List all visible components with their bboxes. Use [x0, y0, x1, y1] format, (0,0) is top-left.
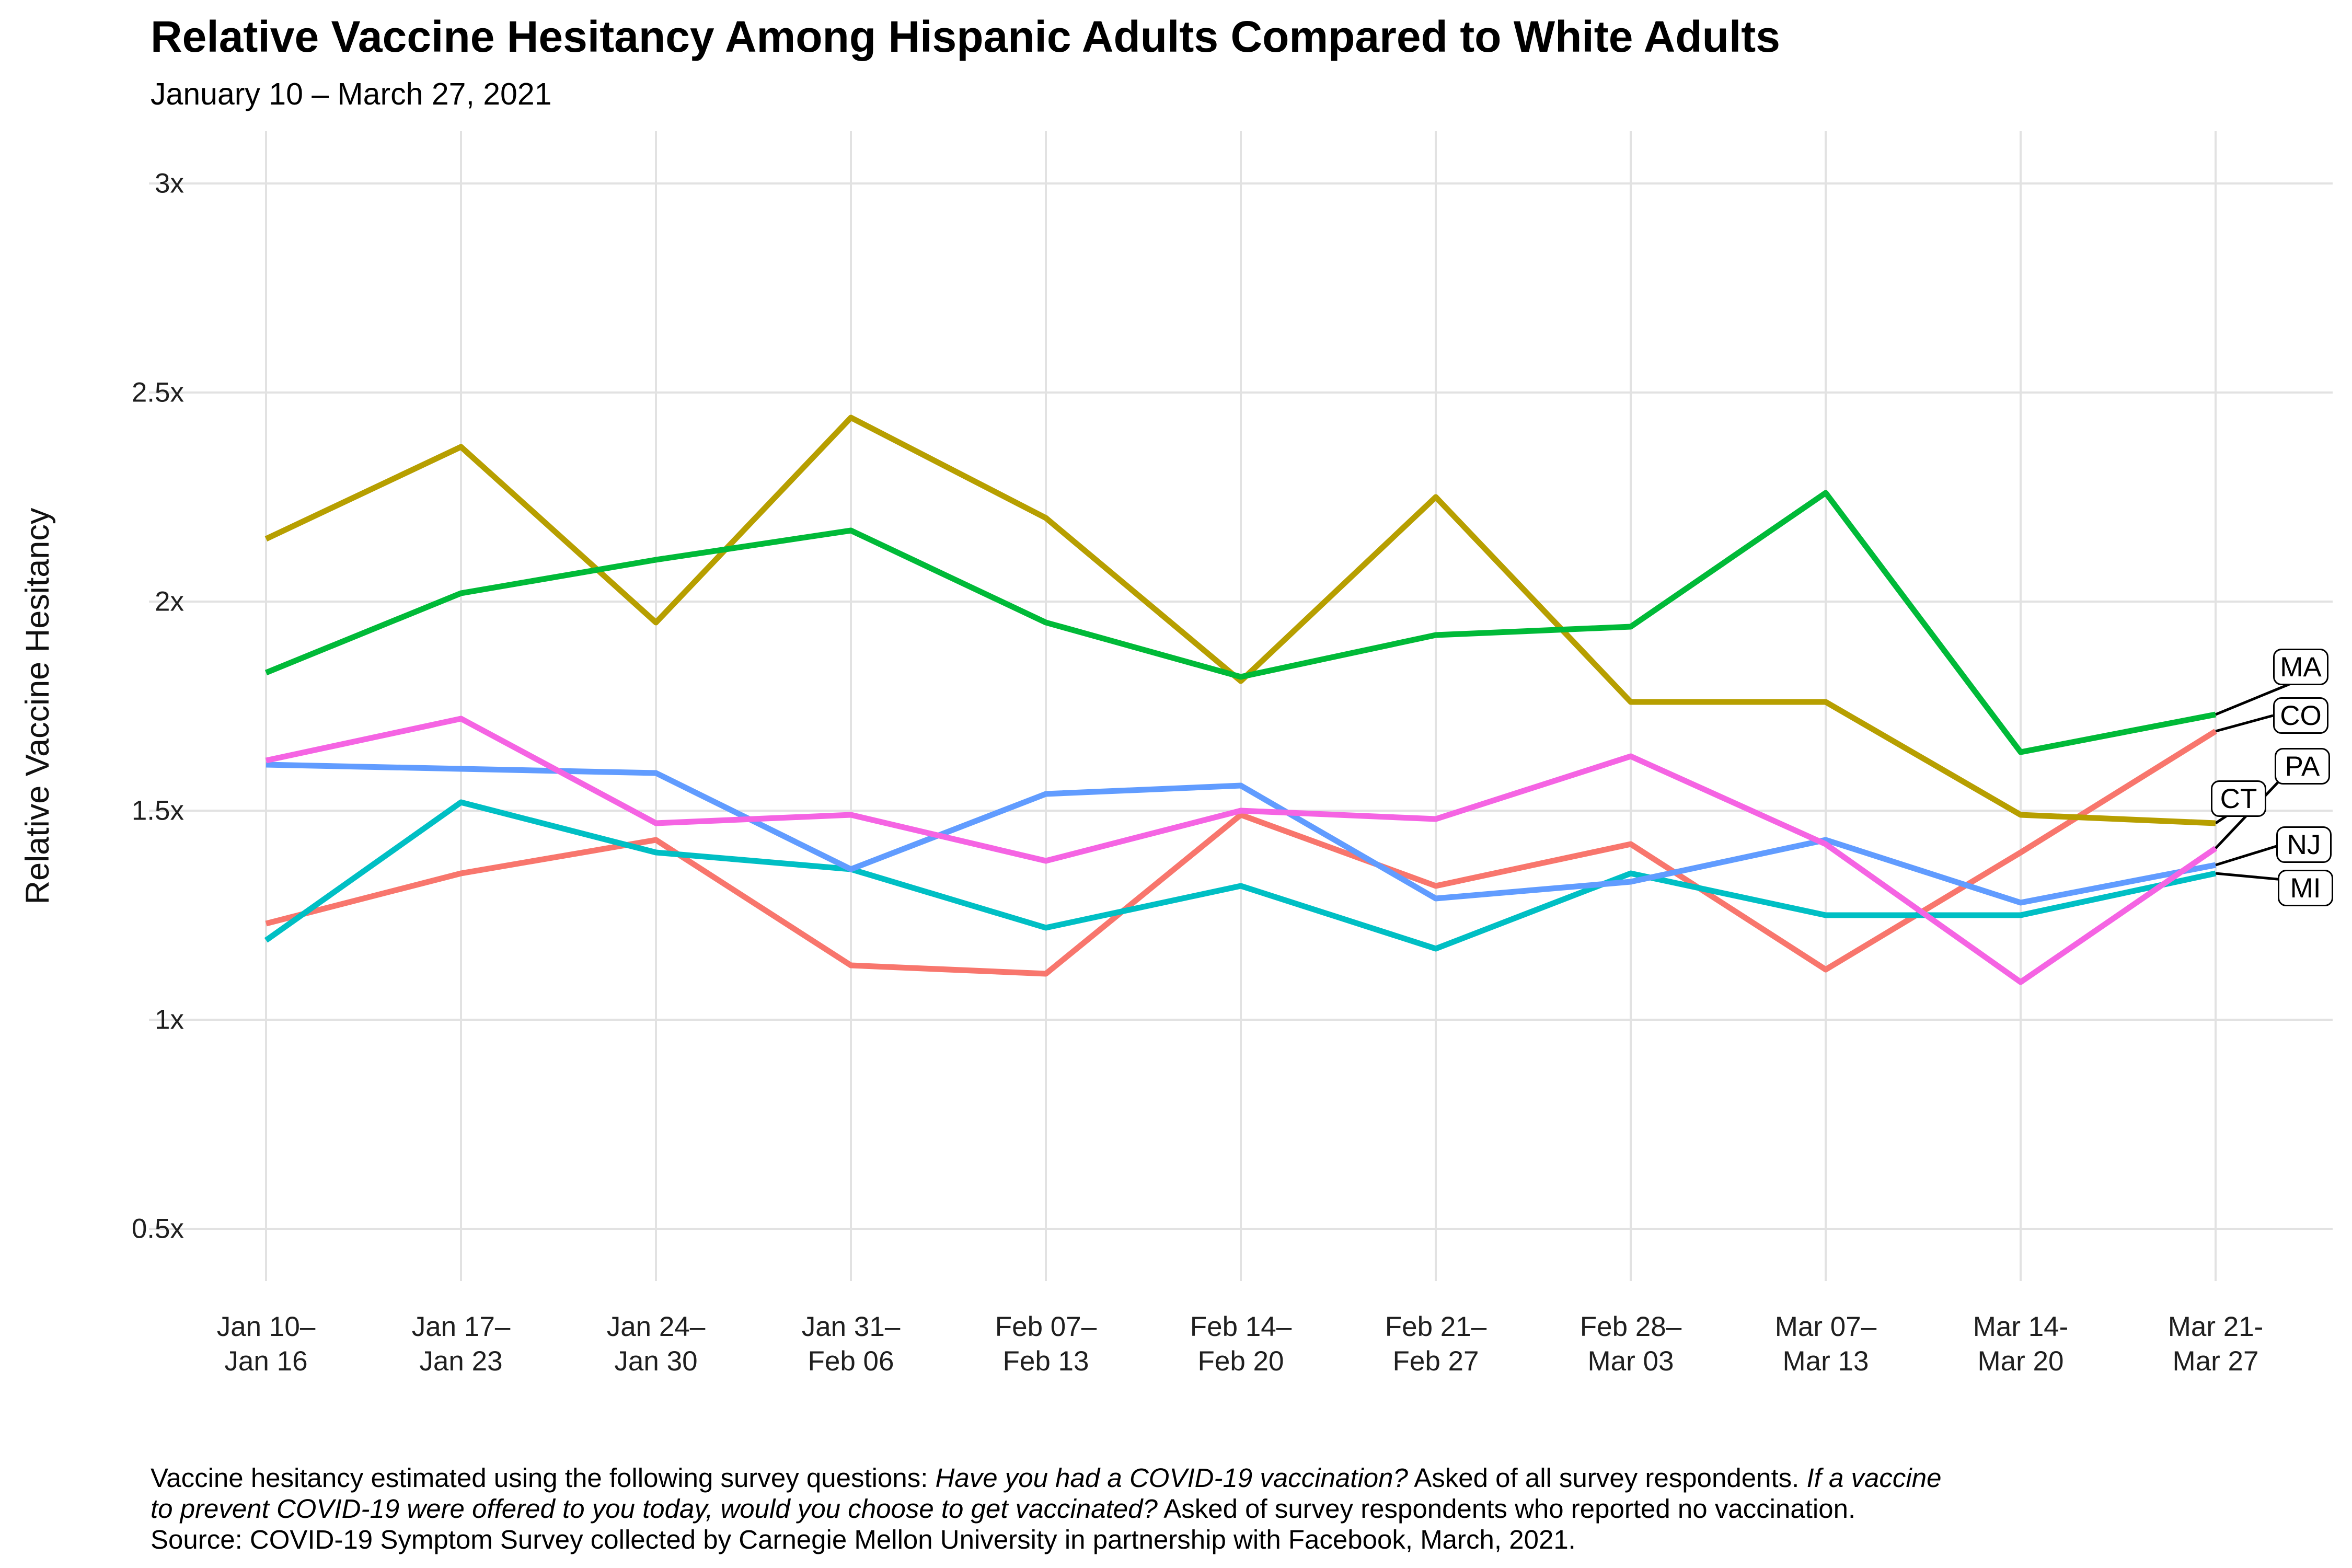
- series-label-CO: CO: [2273, 697, 2328, 734]
- footnote-italic-run: Have you had a COVID-19 vaccination?: [935, 1463, 1408, 1493]
- x-tick-line2: Jan 16: [224, 1346, 308, 1377]
- x-tick-line1: Jan 10–: [216, 1311, 316, 1342]
- label-leader-line-MI: [2215, 872, 2284, 881]
- x-tick-line2: Feb 20: [1197, 1346, 1284, 1377]
- y-tick-label: 0.5x: [131, 1213, 184, 1244]
- footnote-run: Vaccine hesitancy estimated using the fo…: [151, 1463, 936, 1493]
- footnote-run: Source: COVID-19 Symptom Survey collecte…: [151, 1525, 1576, 1554]
- series-line-NJ: [266, 762, 2217, 906]
- footnote-run: Asked of all survey respondents.: [1408, 1463, 1807, 1493]
- y-tick-label: 2.5x: [131, 377, 184, 408]
- x-tick-line2: Feb 06: [808, 1346, 894, 1377]
- x-tick-line1: Feb 07–: [995, 1311, 1097, 1342]
- y-tick-label: 1.5x: [131, 795, 184, 826]
- series-line-MI: [264, 799, 2217, 952]
- x-tick-label: Jan 17– Jan 23: [377, 1310, 545, 1379]
- x-tick-line1: Mar 07–: [1774, 1311, 1877, 1342]
- footnote-line: Vaccine hesitancy estimated using the fo…: [151, 1462, 1941, 1493]
- footnote-italic-run: to prevent COVID-19 were offered to you …: [151, 1494, 1158, 1524]
- series-label-MA: MA: [2273, 649, 2328, 685]
- x-tick-label: Feb 21– Feb 27: [1352, 1310, 1519, 1379]
- series-line-CO: [265, 729, 2217, 977]
- x-tick-line1: Jan 24–: [606, 1311, 706, 1342]
- label-leader-line-NJ: [2215, 844, 2280, 867]
- x-tick-line2: Jan 23: [419, 1346, 503, 1377]
- y-tick-label: 3x: [155, 168, 184, 199]
- x-tick-line1: Jan 17–: [411, 1311, 511, 1342]
- x-tick-line1: Jan 31–: [801, 1311, 901, 1342]
- x-tick-line1: Mar 14-: [1973, 1311, 2069, 1342]
- x-tick-line2: Jan 30: [614, 1346, 698, 1377]
- x-tick-line1: Feb 21–: [1385, 1311, 1487, 1342]
- x-tick-label: Mar 21- Mar 27: [2132, 1310, 2299, 1379]
- series-line-CT: [264, 414, 2216, 826]
- y-tick-label: 1x: [155, 1004, 184, 1035]
- footnote-italic-run: If a vaccine: [1806, 1463, 1942, 1493]
- footnote-run: Asked of survey respondents who reported…: [1157, 1494, 1856, 1524]
- y-axis-title: Relative Vaccine Hesitancy: [19, 508, 56, 905]
- x-tick-label: Feb 28– Mar 03: [1547, 1310, 1714, 1379]
- label-leader-line-CO: [2215, 714, 2274, 733]
- x-tick-label: Feb 07– Feb 13: [962, 1310, 1129, 1379]
- x-tick-line1: Feb 14–: [1190, 1311, 1292, 1342]
- x-tick-label: Jan 10– Jan 16: [182, 1310, 350, 1379]
- x-tick-label: Feb 14– Feb 20: [1157, 1310, 1324, 1379]
- series-label-PA: PA: [2275, 748, 2330, 785]
- label-leader-line-MA: [2215, 681, 2295, 716]
- x-tick-line2: Feb 13: [1002, 1346, 1089, 1377]
- x-tick-line1: Feb 28–: [1579, 1311, 1682, 1342]
- x-tick-line2: Feb 27: [1392, 1346, 1479, 1377]
- x-tick-label: Jan 24– Jan 30: [572, 1310, 740, 1379]
- footnote: Vaccine hesitancy estimated using the fo…: [151, 1462, 1941, 1555]
- series-line-MA: [264, 490, 2217, 755]
- series-line-PA: [265, 716, 2218, 985]
- x-tick-line2: Mar 27: [2172, 1346, 2259, 1377]
- x-tick-label: Mar 07– Mar 13: [1742, 1310, 1909, 1379]
- footnote-line: Source: COVID-19 Symptom Survey collecte…: [151, 1524, 1941, 1555]
- y-tick-label: 2x: [155, 586, 184, 617]
- x-tick-label: Jan 31– Feb 06: [767, 1310, 935, 1379]
- series-label-MI: MI: [2278, 870, 2333, 906]
- x-tick-line2: Mar 13: [1782, 1346, 1869, 1377]
- footnote-line: to prevent COVID-19 were offered to you …: [151, 1493, 1941, 1524]
- series-label-CT: CT: [2211, 780, 2266, 817]
- x-tick-line2: Mar 03: [1587, 1346, 1674, 1377]
- x-tick-line2: Mar 20: [1977, 1346, 2064, 1377]
- x-tick-line1: Mar 21-: [2167, 1311, 2264, 1342]
- series-label-NJ: NJ: [2276, 826, 2332, 863]
- chart-subtitle: January 10 – March 27, 2021: [151, 77, 552, 111]
- x-tick-label: Mar 14- Mar 20: [1937, 1310, 2104, 1379]
- chart-title: Relative Vaccine Hesitancy Among Hispani…: [151, 12, 1780, 61]
